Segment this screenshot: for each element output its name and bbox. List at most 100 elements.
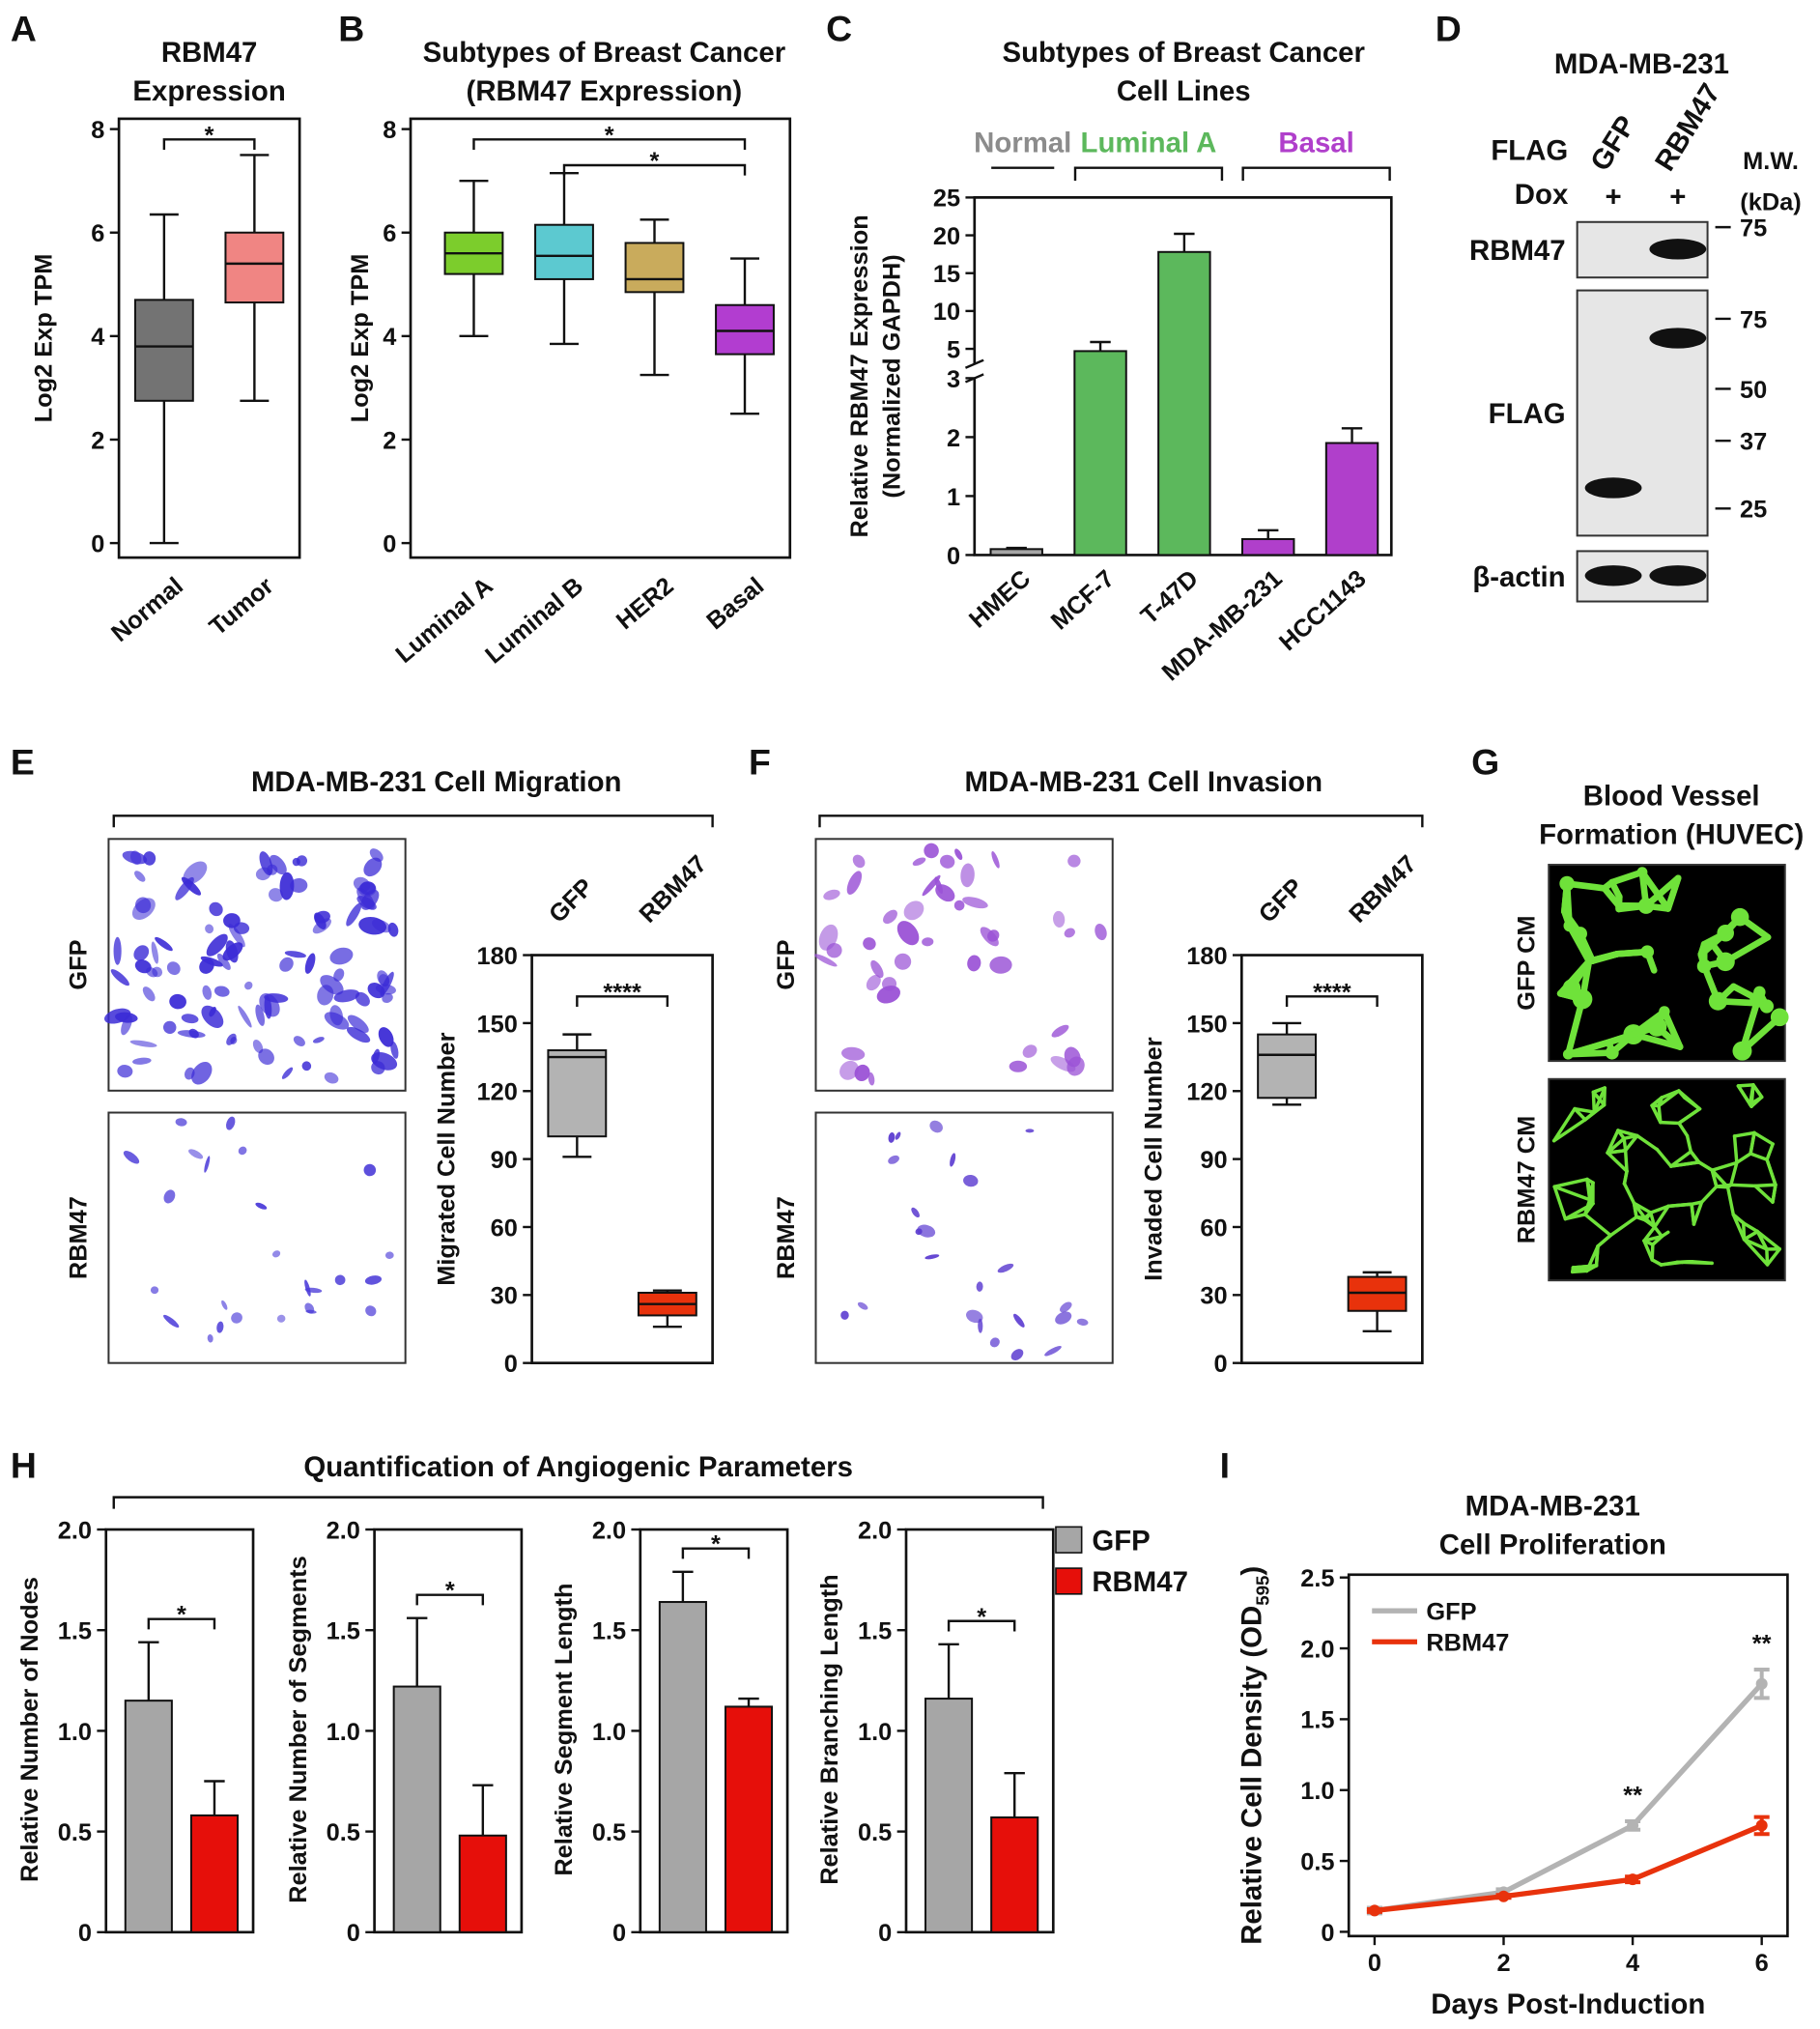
- significance-label: *: [177, 1602, 186, 1629]
- y-tick-label: 2.0: [1300, 1636, 1334, 1663]
- vessel: [1765, 1142, 1775, 1161]
- chart-title: Formation (HUVEC): [1539, 819, 1804, 851]
- y-tick-label: 15: [933, 261, 960, 288]
- y-tick-label: 0: [347, 1920, 360, 1947]
- cell: [866, 974, 881, 991]
- bar: [189, 1814, 240, 1933]
- vessel: [1616, 1129, 1639, 1138]
- cell: [255, 867, 271, 881]
- cell: [924, 1254, 940, 1260]
- box: [534, 223, 594, 280]
- y-tick-label: 30: [1200, 1283, 1227, 1310]
- cell: [384, 1251, 394, 1259]
- cell: [1055, 1311, 1072, 1325]
- significance-bracket: [1285, 995, 1379, 1007]
- cell: [1013, 1313, 1025, 1328]
- vessel: [1732, 1130, 1756, 1138]
- legend-label: RBM47: [1426, 1630, 1509, 1657]
- cell: [244, 981, 253, 990]
- x-tick-label: 2: [1496, 1950, 1510, 1977]
- vessel: [1753, 1183, 1777, 1188]
- bar: [724, 1705, 774, 1933]
- vessel: [1659, 1120, 1681, 1126]
- blot-band: [1649, 239, 1707, 260]
- cell: [134, 871, 146, 882]
- cell: [333, 989, 360, 1003]
- marker-label: 37: [1740, 429, 1767, 456]
- cell: [818, 924, 839, 951]
- cell: [132, 1057, 152, 1065]
- marker-label: 25: [1740, 497, 1767, 524]
- y-axis-label-part: ): [1236, 1566, 1267, 1576]
- vessel: [1563, 1202, 1595, 1221]
- vessel: [1573, 1106, 1597, 1114]
- vessel: [1742, 1238, 1769, 1251]
- x-tick-label: 4: [1626, 1950, 1639, 1977]
- y-tick-label: 0: [878, 1920, 892, 1947]
- x-tick-label: RBM47: [1344, 850, 1422, 929]
- blot-label: RBM47: [1469, 235, 1566, 267]
- chart-title: MDA-MB-231 Cell Migration: [251, 766, 622, 798]
- image-label: GFP: [66, 939, 93, 989]
- cell: [870, 959, 884, 979]
- cell: [255, 1202, 268, 1210]
- x-tick-label: RBM47: [635, 850, 713, 929]
- vessel: [1771, 1183, 1777, 1204]
- cell: [279, 957, 294, 972]
- vessel: [1606, 1129, 1620, 1155]
- cell: [269, 854, 287, 875]
- marker-label: 75: [1740, 306, 1767, 333]
- cell: [950, 1153, 956, 1167]
- y-tick-label: 8: [383, 117, 396, 144]
- cell: [380, 971, 394, 996]
- x-tick-label: Basal: [701, 572, 769, 635]
- cell: [382, 992, 393, 1004]
- y-tick-label: 0.5: [1300, 1848, 1334, 1875]
- blot-label: β-actin: [1472, 561, 1565, 593]
- cell: [284, 951, 306, 958]
- point: [1755, 1677, 1768, 1690]
- cell: [117, 1065, 133, 1078]
- cell: [130, 850, 142, 866]
- cell: [934, 876, 943, 895]
- cell: [329, 947, 354, 965]
- cell: [1095, 924, 1107, 941]
- cell: [151, 941, 159, 964]
- vessel: [1650, 1103, 1663, 1125]
- vessel: [1730, 983, 1760, 1002]
- vessel: [1666, 1202, 1693, 1209]
- y-axis-label-part: Relative Cell Density (OD: [1236, 1606, 1267, 1945]
- vessel-node: [1636, 867, 1648, 878]
- cell: [1060, 1301, 1072, 1313]
- vessel: [1552, 1185, 1568, 1221]
- title-bracket: [112, 1496, 1044, 1509]
- cell: [912, 857, 926, 867]
- cell: [152, 966, 163, 978]
- legend-label: GFP: [1426, 1599, 1476, 1626]
- cell: [305, 1309, 317, 1314]
- vessel: [1685, 1133, 1693, 1154]
- cell: [121, 1014, 132, 1036]
- box: [715, 303, 775, 356]
- bar: [1240, 537, 1295, 557]
- significance-label: *: [205, 122, 214, 149]
- vessel-node: [1637, 898, 1655, 914]
- cell: [207, 1333, 213, 1343]
- y-tick-label: 60: [1200, 1215, 1227, 1242]
- cell: [1053, 910, 1066, 928]
- cell: [110, 969, 129, 986]
- x-tick-label: Normal: [106, 572, 188, 647]
- vessel: [1683, 1096, 1702, 1111]
- vessel: [1551, 1106, 1577, 1143]
- cell: [390, 1041, 399, 1059]
- cell: [226, 1116, 236, 1130]
- chart-title: Expression: [132, 75, 285, 107]
- y-axis-label: Relative RBM47 Expression: [846, 214, 873, 537]
- box: [1257, 1033, 1318, 1100]
- lane-label: GFP: [1584, 110, 1642, 177]
- vessel: [1731, 1213, 1746, 1225]
- cell: [841, 1046, 866, 1061]
- y-tick-label: 2.0: [858, 1517, 892, 1544]
- x-tick-label: HCC1143: [1274, 565, 1372, 656]
- bar: [1157, 250, 1211, 557]
